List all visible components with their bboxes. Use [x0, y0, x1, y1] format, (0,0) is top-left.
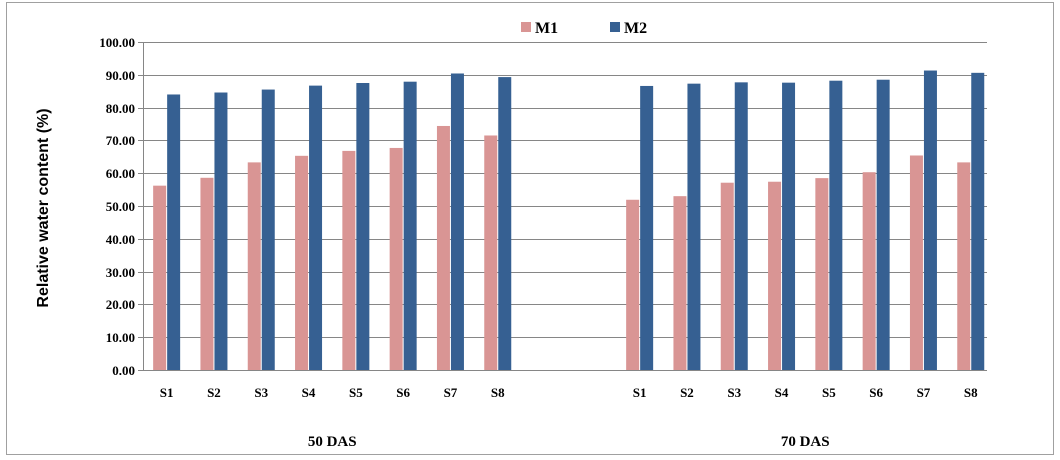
y-tick-label: 20.00: [106, 297, 135, 312]
y-tick-label: 70.00: [106, 133, 135, 148]
group-label: 50 DAS: [308, 434, 357, 450]
legend-swatch-m2: [610, 22, 620, 32]
bar-70-das-s1-m2: [640, 85, 654, 371]
bar-70-das-s3-m2: [734, 82, 748, 371]
bar-50-das-s5-m2: [356, 83, 370, 370]
bars: [153, 70, 985, 371]
y-tick-label: 80.00: [106, 101, 135, 116]
y-tick-label: 0.00: [112, 363, 135, 378]
x-tick-label: S5: [349, 385, 363, 400]
legend: M1 M2: [521, 20, 647, 37]
bar-70-das-s4-m2: [782, 82, 796, 370]
bar-50-das-s4-m1: [295, 155, 309, 370]
bar-70-das-s1-m1: [626, 199, 640, 370]
x-tick-label: S7: [444, 385, 458, 400]
x-tick-label: S6: [396, 385, 410, 400]
x-tick-label: S4: [775, 385, 789, 400]
bar-70-das-s6-m1: [862, 172, 876, 370]
bar-70-das-s7-m1: [909, 155, 923, 370]
y-tick-label: 90.00: [106, 68, 135, 83]
legend-label-m1: M1: [535, 20, 558, 37]
bar-70-das-s7-m2: [923, 70, 937, 370]
x-tick-label: S5: [822, 385, 836, 400]
bar-50-das-s7-m2: [450, 73, 464, 370]
bar-50-das-s4-m2: [309, 85, 323, 371]
bar-50-das-s3-m1: [247, 162, 261, 370]
x-tick-label: S8: [964, 385, 978, 400]
bar-70-das-s6-m2: [876, 79, 890, 370]
bar-70-das-s8-m2: [971, 72, 985, 370]
bar-70-das-s2-m1: [673, 196, 687, 370]
x-tick-label: S6: [869, 385, 883, 400]
bar-50-das-s6-m2: [403, 81, 417, 371]
x-tick-label: S1: [160, 385, 174, 400]
bar-50-das-s1-m1: [153, 185, 167, 370]
x-tick-label: S4: [302, 385, 316, 400]
x-tick-label: S7: [917, 385, 931, 400]
axes: 0.00 10.00 20.00 30.00 40.00 50.00 60.00 70.00 8…: [99, 35, 987, 450]
legend-swatch-m1: [521, 22, 531, 32]
bar-70-das-s3-m1: [720, 182, 734, 370]
x-tick-label: S8: [491, 385, 505, 400]
legend-label-m2: M2: [624, 20, 647, 37]
bar-50-das-s2-m1: [200, 177, 214, 370]
y-tick-label: 30.00: [106, 265, 135, 280]
y-tick-label: 50.00: [106, 199, 135, 214]
bar-50-das-s7-m1: [436, 125, 450, 370]
bar-70-das-s5-m2: [829, 80, 843, 370]
y-tick-label: 100.00: [99, 35, 135, 50]
group-label: 70 DAS: [781, 434, 830, 450]
bar-50-das-s2-m2: [214, 92, 228, 371]
x-tick-label: S1: [633, 385, 647, 400]
y-tick-label: 60.00: [106, 166, 135, 181]
y-tick-label: 10.00: [106, 330, 135, 345]
bar-70-das-s4-m1: [768, 181, 782, 370]
bar-50-das-s3-m2: [261, 89, 275, 370]
y-tick-label: 40.00: [106, 232, 135, 247]
bar-50-das-s8-m1: [484, 135, 498, 370]
bar-50-das-s5-m1: [342, 150, 356, 370]
x-tick-label: S3: [727, 385, 741, 400]
x-tick-label: S3: [254, 385, 268, 400]
bar-70-das-s5-m1: [815, 178, 829, 370]
bar-50-das-s1-m2: [167, 94, 181, 370]
x-tick-label: S2: [207, 385, 221, 400]
bar-50-das-s8-m2: [498, 77, 512, 370]
y-axis-label: Relative water content (%): [35, 108, 52, 307]
bar-50-das-s6-m1: [389, 147, 403, 370]
x-tick-label: S2: [680, 385, 694, 400]
bar-70-das-s2-m2: [687, 83, 701, 370]
bar-70-das-s8-m1: [957, 162, 971, 370]
